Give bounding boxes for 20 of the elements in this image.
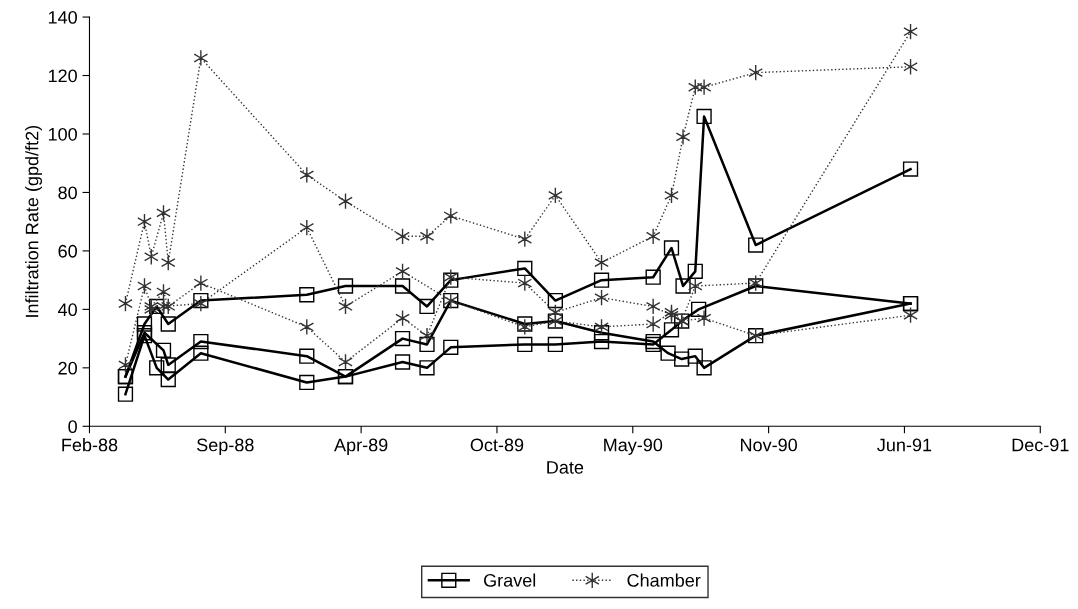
legend-label: Chamber bbox=[627, 573, 701, 587]
legend-label: Gravel bbox=[484, 573, 536, 587]
x-tick-label: Oct-89 bbox=[470, 438, 524, 452]
x-tick-label: Jun-91 bbox=[877, 438, 932, 452]
y-tick-label: 140 bbox=[48, 10, 77, 24]
y-tick-label: 40 bbox=[58, 303, 77, 317]
x-tick-label: May-90 bbox=[604, 438, 663, 455]
y-tick-label: 0 bbox=[68, 420, 77, 434]
y-tick-label: 100 bbox=[48, 127, 77, 141]
y-tick-label: 80 bbox=[58, 186, 77, 200]
y-tick-label: 20 bbox=[58, 361, 77, 375]
y-axis-title: Infiltration Rate (gpd/ft2) bbox=[25, 125, 42, 317]
x-tick-label: Dec-91 bbox=[1012, 438, 1069, 452]
x-axis-title: Date bbox=[547, 461, 584, 474]
x-tick-label: Apr-89 bbox=[334, 438, 388, 455]
y-tick-label: 120 bbox=[48, 69, 77, 83]
x-tick-label: Sep-88 bbox=[197, 438, 254, 455]
y-tick-label: 60 bbox=[58, 244, 77, 258]
x-tick-label: Feb-88 bbox=[62, 438, 118, 452]
x-tick-label: Nov-90 bbox=[740, 438, 798, 452]
